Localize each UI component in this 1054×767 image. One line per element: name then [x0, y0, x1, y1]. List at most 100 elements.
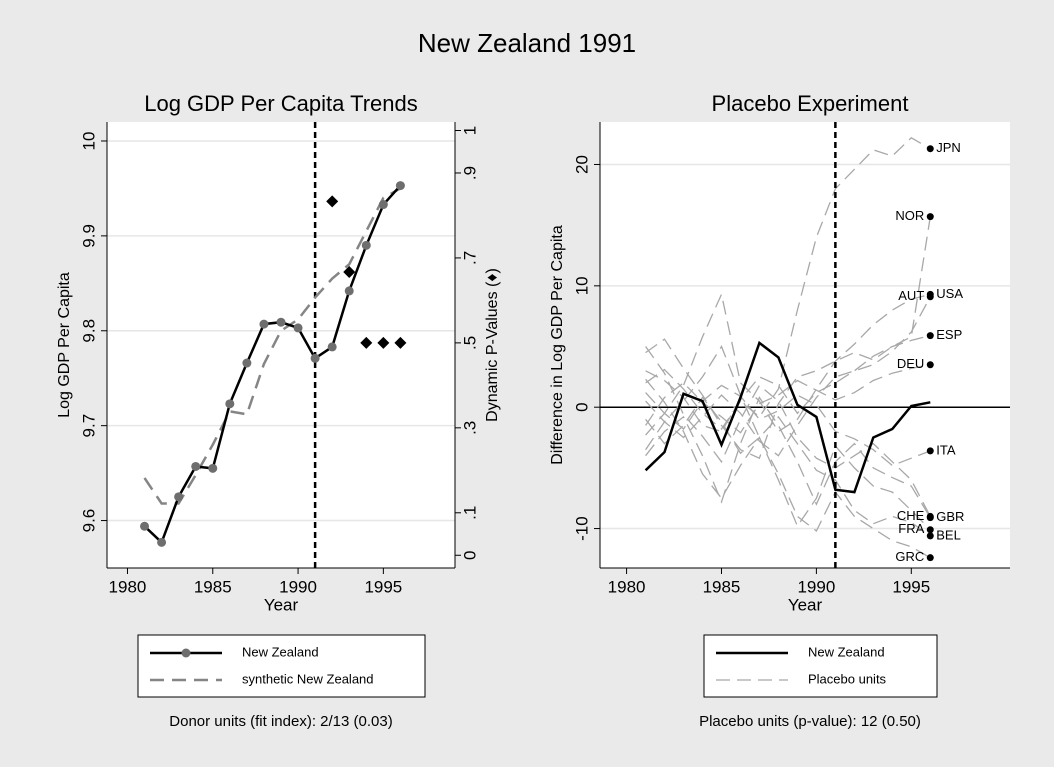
p-value-marker	[377, 336, 390, 349]
unit-label: DEU	[897, 356, 924, 371]
x-tick-label: 1980	[109, 577, 147, 596]
series-marker	[361, 240, 371, 250]
unit-label: CHE	[897, 508, 925, 523]
p-value-marker	[326, 195, 339, 208]
series-marker	[327, 342, 337, 352]
x-tick-label: 1985	[194, 577, 232, 596]
placebo-line	[645, 384, 931, 467]
series-line	[644, 340, 931, 494]
plot-area	[600, 122, 1010, 568]
y2-tick-label: 0	[460, 551, 479, 560]
end-marker	[926, 447, 934, 455]
x-tick-label: 1985	[703, 577, 741, 596]
y-axis-title: Difference in Log GDP Per Capita	[549, 225, 566, 465]
y-tick-label: -10	[572, 516, 591, 541]
unit-label: ESP	[936, 327, 962, 342]
series-marker	[310, 353, 320, 363]
legend-label: New Zealand	[808, 644, 885, 659]
unit-label: NOR	[895, 208, 924, 223]
end-marker	[926, 361, 934, 369]
series-marker	[208, 463, 218, 473]
y2-tick-label: .3	[460, 421, 479, 435]
main-title: New Zealand 1991	[418, 28, 636, 58]
y-tick-label: 10	[572, 276, 591, 295]
unit-label: ITA	[936, 442, 956, 457]
series-marker	[378, 200, 388, 210]
placebo-line	[645, 378, 931, 531]
unit-label: JPN	[936, 140, 961, 155]
end-marker	[926, 532, 934, 540]
x-axis-title: Year	[788, 595, 823, 614]
y-tick-label: 9.6	[79, 509, 98, 533]
y2-tick-label: .9	[460, 166, 479, 180]
unit-label: AUT	[898, 288, 924, 303]
legend-label: synthetic New Zealand	[242, 671, 374, 686]
note: Placebo units (p-value): 12 (0.50)	[699, 713, 921, 730]
legend	[703, 634, 938, 698]
placebo-line	[645, 216, 931, 460]
unit-label: GRC	[895, 549, 924, 564]
end-marker	[926, 554, 934, 562]
y2-tick-label: .7	[460, 251, 479, 265]
series-marker	[276, 317, 286, 327]
y-tick-label: 0	[572, 402, 591, 411]
y-tick-label: 9.8	[79, 319, 98, 343]
placebo-line	[645, 136, 931, 430]
end-marker	[926, 526, 934, 534]
series-marker	[259, 319, 269, 329]
y-tick-label: 9.9	[79, 224, 98, 248]
end-marker	[926, 145, 934, 153]
legend-marker	[181, 648, 191, 658]
end-marker	[926, 332, 934, 340]
y2-tick-label: .5	[460, 336, 479, 350]
end-marker	[926, 213, 934, 221]
series-line	[143, 187, 402, 505]
legend-label: New Zealand	[242, 644, 319, 659]
series-marker	[157, 537, 167, 547]
unit-label: GBR	[936, 509, 964, 524]
x-tick-label: 1990	[279, 577, 317, 596]
series-marker	[140, 521, 150, 531]
placebo-line	[645, 296, 931, 457]
y-tick-label: 10	[79, 132, 98, 151]
placebo-line	[645, 364, 931, 434]
placebo-line	[645, 396, 931, 537]
series-line	[143, 184, 402, 545]
y-tick-label: 20	[572, 155, 591, 174]
note: Donor units (fit index): 2/13 (0.03)	[169, 713, 392, 730]
x-tick-label: 1990	[797, 577, 835, 596]
placebo-line	[645, 345, 931, 559]
placebo-line	[645, 292, 931, 436]
p-value-marker	[394, 336, 407, 349]
unit-label: FRA	[898, 521, 924, 536]
legend	[137, 634, 426, 698]
unit-label: USA	[936, 286, 963, 301]
series-marker	[293, 323, 303, 333]
legend-label: Placebo units	[808, 671, 887, 686]
x-tick-label: 1980	[608, 577, 646, 596]
placebo-line	[645, 396, 931, 518]
y-axis-title: Log GDP Per Capita	[56, 272, 73, 418]
y2-axis-title: Dynamic P-Values (♦)	[484, 268, 501, 422]
series-marker	[344, 286, 354, 296]
placebo-line	[645, 346, 931, 517]
y2-tick-label: 1	[460, 126, 479, 135]
y-tick-label: 9.7	[79, 414, 98, 438]
series-marker	[242, 358, 252, 368]
end-marker	[926, 293, 934, 301]
x-axis-title: Year	[264, 595, 299, 614]
subtitle: Placebo Experiment	[712, 91, 909, 116]
series-marker	[395, 181, 405, 191]
x-tick-label: 1995	[364, 577, 402, 596]
series-marker	[191, 461, 201, 471]
subtitle: Log GDP Per Capita Trends	[144, 91, 418, 116]
series-marker	[174, 492, 184, 502]
y2-tick-label: .1	[460, 506, 479, 520]
end-marker	[926, 514, 934, 522]
p-value-marker	[360, 336, 373, 349]
series-marker	[225, 399, 235, 409]
unit-label: BEL	[936, 527, 961, 542]
p-value-marker	[343, 265, 356, 278]
